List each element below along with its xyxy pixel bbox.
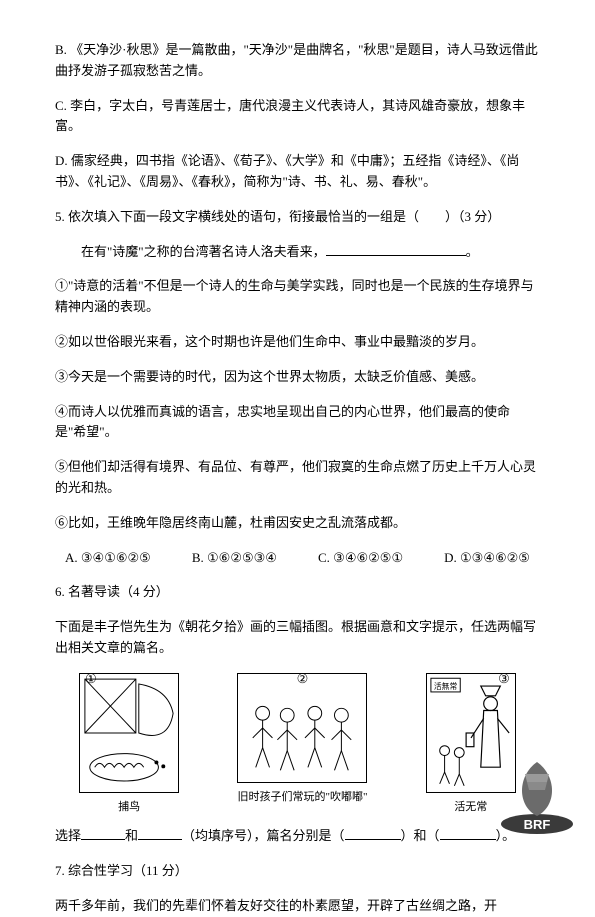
q7-body: 两千多年前，我们的先辈们怀着友好交往的朴素愿望，开辟了古丝绸之路，开 — [55, 896, 540, 917]
illustration-row: ① 捕鸟 ② — [55, 673, 540, 817]
q5-lead-text: 在有"诗魔"之称的台湾著名诗人洛夫看来， — [81, 244, 326, 259]
q6-select-line: 选择和（均填序号），篇名分别是（）和（）。 — [55, 826, 540, 847]
illustration-2-caption: 旧时孩子们常玩的"吹嘟嘟" — [237, 789, 367, 807]
q5-blank[interactable] — [326, 243, 466, 256]
illustration-2-num: ② — [297, 669, 309, 690]
illustration-1-wrap: ① 捕鸟 — [79, 673, 179, 817]
q5-s1: ①"诗意的活着"不但是一个诗人的生命与美学实践，同时也是一个民族的生存境界与精神… — [55, 276, 540, 318]
svg-text:活無常: 活無常 — [434, 681, 458, 691]
q5-options: A. ③④①⑥②⑤ B. ①⑥②⑤③④ C. ③④⑥②⑤① D. ①③④⑥②⑤ — [55, 548, 540, 569]
q5-opt-b[interactable]: B. ①⑥②⑤③④ — [192, 548, 277, 569]
brf-logo-icon: BRF — [497, 756, 577, 836]
illustration-1-num: ① — [85, 669, 97, 690]
q6-title: 6. 名著导读（4 分） — [55, 582, 540, 603]
q5-opt-d[interactable]: D. ①③④⑥②⑤ — [444, 548, 530, 569]
option-b: B. 《天净沙·秋思》是一篇散曲，"天净沙"是曲牌名，"秋思"是题目，诗人马致远… — [55, 40, 540, 82]
q5-opt-a[interactable]: A. ③④①⑥②⑤ — [65, 548, 151, 569]
q5-opt-c[interactable]: C. ③④⑥②⑤① — [318, 548, 403, 569]
q6-blank-b[interactable] — [138, 827, 182, 840]
q5-stem: 5. 依次填入下面一段文字横线处的语句，衔接最恰当的一组是（ ）（3 分） — [55, 207, 540, 228]
q5-s6: ⑥比如，王维晚年隐居终南山麓，杜甫因安史之乱流落成都。 — [55, 513, 540, 534]
illustration-1 — [79, 673, 179, 793]
q5-s4: ④而诗人以优雅而真诚的语言，忠实地呈现出自己的内心世界，他们最高的使命是"希望"… — [55, 402, 540, 444]
illustration-2-wrap: ② 旧时孩子们常玩的"吹嘟嘟" — [237, 673, 367, 807]
brf-logo-text: BRF — [524, 817, 551, 832]
q5-s5: ⑤但他们却活得有境界、有品位、有尊严，他们寂寞的生命点燃了历史上千万人心灵的光和… — [55, 457, 540, 499]
illustration-3-num: ③ — [498, 669, 510, 690]
option-c: C. 李白，字太白，号青莲居士，唐代浪漫主义代表诗人，其诗风雄奇豪放，想象丰富。 — [55, 96, 540, 138]
q7-title: 7. 综合性学习（11 分） — [55, 861, 540, 882]
option-d: D. 儒家经典，四书指《论语》、《荀子》、《大学》和《中庸》；五经指《诗经》、《… — [55, 151, 540, 193]
q6-desc: 下面是丰子恺先生为《朝花夕拾》画的三幅插图。根据画意和文字提示，任选两幅写出相关… — [55, 617, 540, 659]
brf-logo: BRF — [497, 756, 577, 836]
bird-catching-icon — [80, 673, 178, 793]
q6-blank-a[interactable] — [81, 827, 125, 840]
q5-s3: ③今天是一个需要诗的时代，因为这个世界太物质，太缺乏价值感、美感。 — [55, 367, 540, 388]
q5-s2: ②如以世俗眼光来看，这个时期也许是他们生命中、事业中最黯淡的岁月。 — [55, 332, 540, 353]
illustration-1-caption: 捕鸟 — [118, 799, 140, 817]
q5-lead-line: 在有"诗魔"之称的台湾著名诗人洛夫看来，。 — [55, 242, 540, 263]
q6-blank-c[interactable] — [345, 827, 401, 840]
q6-blank-d[interactable] — [440, 827, 496, 840]
illustration-3-caption: 活无常 — [454, 799, 487, 817]
